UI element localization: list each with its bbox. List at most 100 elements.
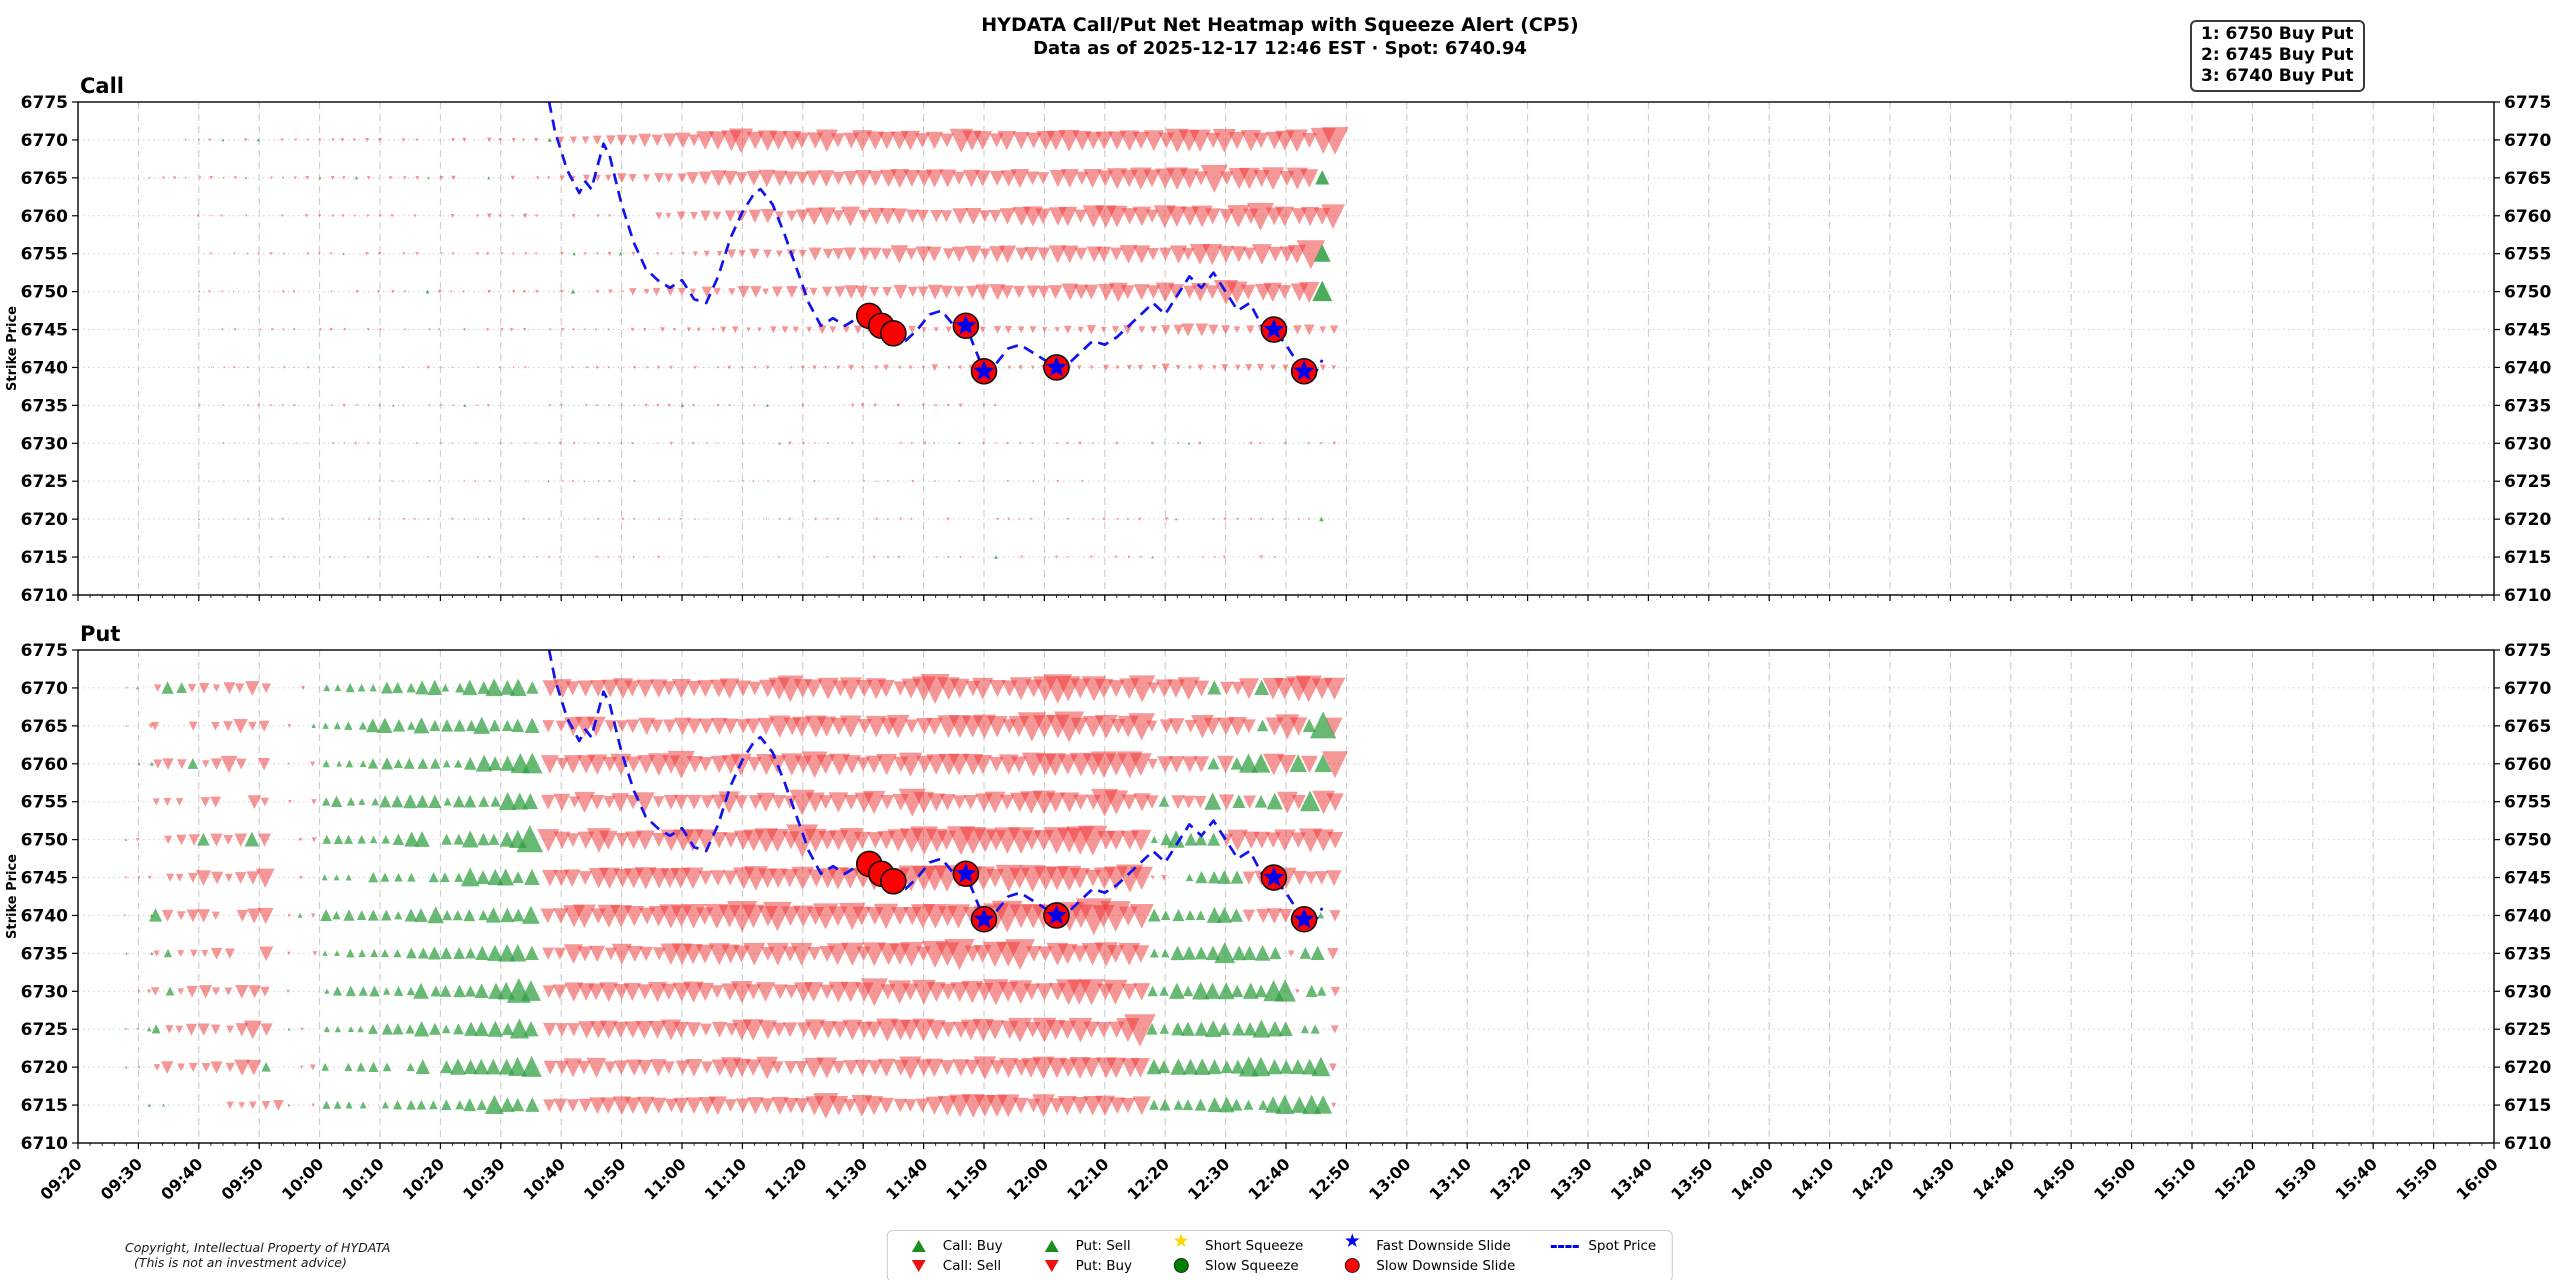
x-tick-label: 12:40: [1244, 1154, 1293, 1203]
legend-label: Slow Squeeze: [1205, 1257, 1299, 1274]
alert-line-1: 1: 6750 Buy Put: [2201, 24, 2354, 44]
legend-item-slow-squeeze: Slow Squeeze: [1166, 1257, 1303, 1274]
y-tick-label: 6735: [21, 396, 68, 416]
put-heatmap-row-6755: [152, 788, 1344, 817]
y-tick-label: 6775: [21, 641, 68, 661]
put-sell-triangle-icon: [1037, 1239, 1067, 1252]
y-tick-label: 6720: [21, 510, 68, 530]
put-heatmap-row-6730: [137, 977, 1341, 1007]
x-tick-label: 11:30: [822, 1154, 871, 1203]
put-buy-triangle-icon: [1037, 1259, 1067, 1272]
put-heatmap-row-6765: [125, 711, 1343, 743]
call-heatmap-row-6745: [221, 323, 1339, 337]
y-tick-label: 6750: [21, 283, 68, 303]
y-tick-label: 6760: [2504, 755, 2551, 775]
put-heatmap-row-6750: [124, 824, 1344, 858]
y-tick-label: 6715: [2504, 1096, 2551, 1116]
y-tick-label: 6745: [2504, 869, 2551, 889]
fast-downside-slide-marker: [970, 905, 998, 933]
legend-label: Call: Sell: [942, 1257, 1002, 1274]
y-tick-label: 6730: [2504, 434, 2551, 454]
x-tick-label: 12:10: [1063, 1154, 1112, 1203]
call-panel: 6775 6775 6770 6770 6765 6765 6760 6760 6755 6755…: [5, 74, 2551, 606]
fast-downside-slide-marker: [1290, 357, 1318, 385]
y-tick-label: 6750: [2504, 283, 2551, 303]
legend-label: Short Squeeze: [1205, 1237, 1304, 1254]
legend-label: Fast Downside Slide: [1376, 1237, 1511, 1254]
x-tick-label: 14:30: [1909, 1154, 1958, 1203]
x-tick-label: 14:00: [1728, 1154, 1777, 1203]
call-heatmap-row-6730: [222, 441, 1337, 446]
slow-squeeze-circle-icon: [1166, 1258, 1196, 1273]
legend-col-call: Call: Buy Call: Sell: [904, 1237, 1003, 1274]
x-tick-label: 15:50: [2392, 1154, 2441, 1203]
call-buy-end-marker: [1313, 244, 1331, 262]
put-heatmap: [123, 674, 1349, 1119]
spot-price-line: [547, 649, 1324, 925]
x-tick-label: 16:00: [2452, 1154, 2501, 1203]
fast-downside-slide-marker: [1043, 902, 1070, 929]
call-heatmap-row-6755: [209, 240, 1326, 270]
y-tick-label: 6735: [2504, 944, 2551, 964]
alert-line-2: 2: 6745 Buy Put: [2201, 45, 2354, 65]
legend-label: Spot Price: [1588, 1237, 1657, 1254]
y-tick-label: 6765: [2504, 169, 2551, 189]
call-buy-end-marker: [1315, 170, 1330, 185]
x-tick-label: 10:20: [399, 1154, 448, 1203]
x-tick-label: 11:00: [640, 1154, 689, 1203]
y-tick-label: 6770: [21, 679, 68, 699]
legend-item-spot-price: Spot Price: [1549, 1237, 1656, 1254]
x-tick-label: 10:40: [520, 1154, 569, 1203]
legend-item-put-sell: Put: Sell: [1037, 1237, 1132, 1254]
short-squeeze-star-icon: ★: [1172, 1230, 1190, 1252]
fast-downside-slide-marker: [1260, 864, 1288, 891]
legend-item-call-sell: Call: Sell: [904, 1257, 1003, 1274]
x-tick-label: 12:00: [1003, 1154, 1052, 1203]
put-heatmap-row-6760: [137, 750, 1349, 779]
y-tick-label: 6760: [2504, 207, 2551, 227]
call-heatmap: [148, 127, 1349, 560]
legend-label: Slow Downside Slide: [1376, 1257, 1516, 1274]
y-tick-label: 6755: [2504, 793, 2551, 813]
x-tick-label: 09:50: [218, 1154, 267, 1203]
x-tick-label: 10:50: [580, 1154, 629, 1203]
y-tick-label: 6740: [2504, 358, 2551, 378]
y-tick-label: 6750: [21, 831, 68, 851]
y-tick-label: 6755: [2504, 245, 2551, 265]
y-tick-label: 6715: [21, 1096, 68, 1116]
call-heatmap-row-6715: [235, 555, 1277, 560]
x-tick-label: 10:10: [338, 1154, 387, 1203]
x-tick-label: 11:40: [882, 1154, 931, 1203]
y-tick-label: 6775: [21, 93, 68, 113]
y-tick-label: 6755: [21, 245, 68, 265]
x-tick-label: 13:30: [1546, 1154, 1595, 1203]
x-tick-label: 15:10: [2150, 1154, 2199, 1203]
fast-downside-slide-marker: [1290, 905, 1318, 933]
call-buy-end-marker: [1312, 280, 1333, 302]
y-tick-label: 6775: [2504, 641, 2551, 661]
legend-label: Call: Buy: [942, 1237, 1003, 1254]
x-tick-label: 14:40: [1969, 1154, 2018, 1203]
y-tick-label: 6765: [21, 169, 68, 189]
call-buy-triangle-icon: [904, 1239, 934, 1252]
x-tick-label: 12:30: [1184, 1154, 1233, 1203]
fast-downside-star-icon: ★: [1343, 1230, 1361, 1252]
call-heatmap-row-6735: [198, 403, 997, 408]
x-tick-label: 13:00: [1365, 1154, 1414, 1203]
legend-col-slide: ★ Fast Downside Slide Slow Downside Slid…: [1337, 1230, 1516, 1274]
y-tick-label: 6770: [2504, 679, 2551, 699]
y-tick-label: 6770: [21, 131, 68, 151]
y-tick-label: 6720: [21, 1058, 68, 1078]
x-tick-label: 15:20: [2211, 1154, 2260, 1203]
x-tick-label: 12:20: [1124, 1154, 1173, 1203]
put-heatmap-row-6770: [125, 674, 1346, 705]
y-tick-label: 6745: [21, 869, 68, 889]
legend-item-put-buy: Put: Buy: [1037, 1257, 1132, 1274]
y-tick-label: 6745: [21, 321, 68, 341]
y-tick-label: 6740: [21, 906, 68, 926]
spot-price-dashed-line-icon: [1549, 1244, 1579, 1248]
y-tick-label: 6725: [21, 1020, 68, 1040]
x-tick-label: 14:10: [1788, 1154, 1837, 1203]
legend-col-spot: Spot Price: [1549, 1237, 1656, 1274]
